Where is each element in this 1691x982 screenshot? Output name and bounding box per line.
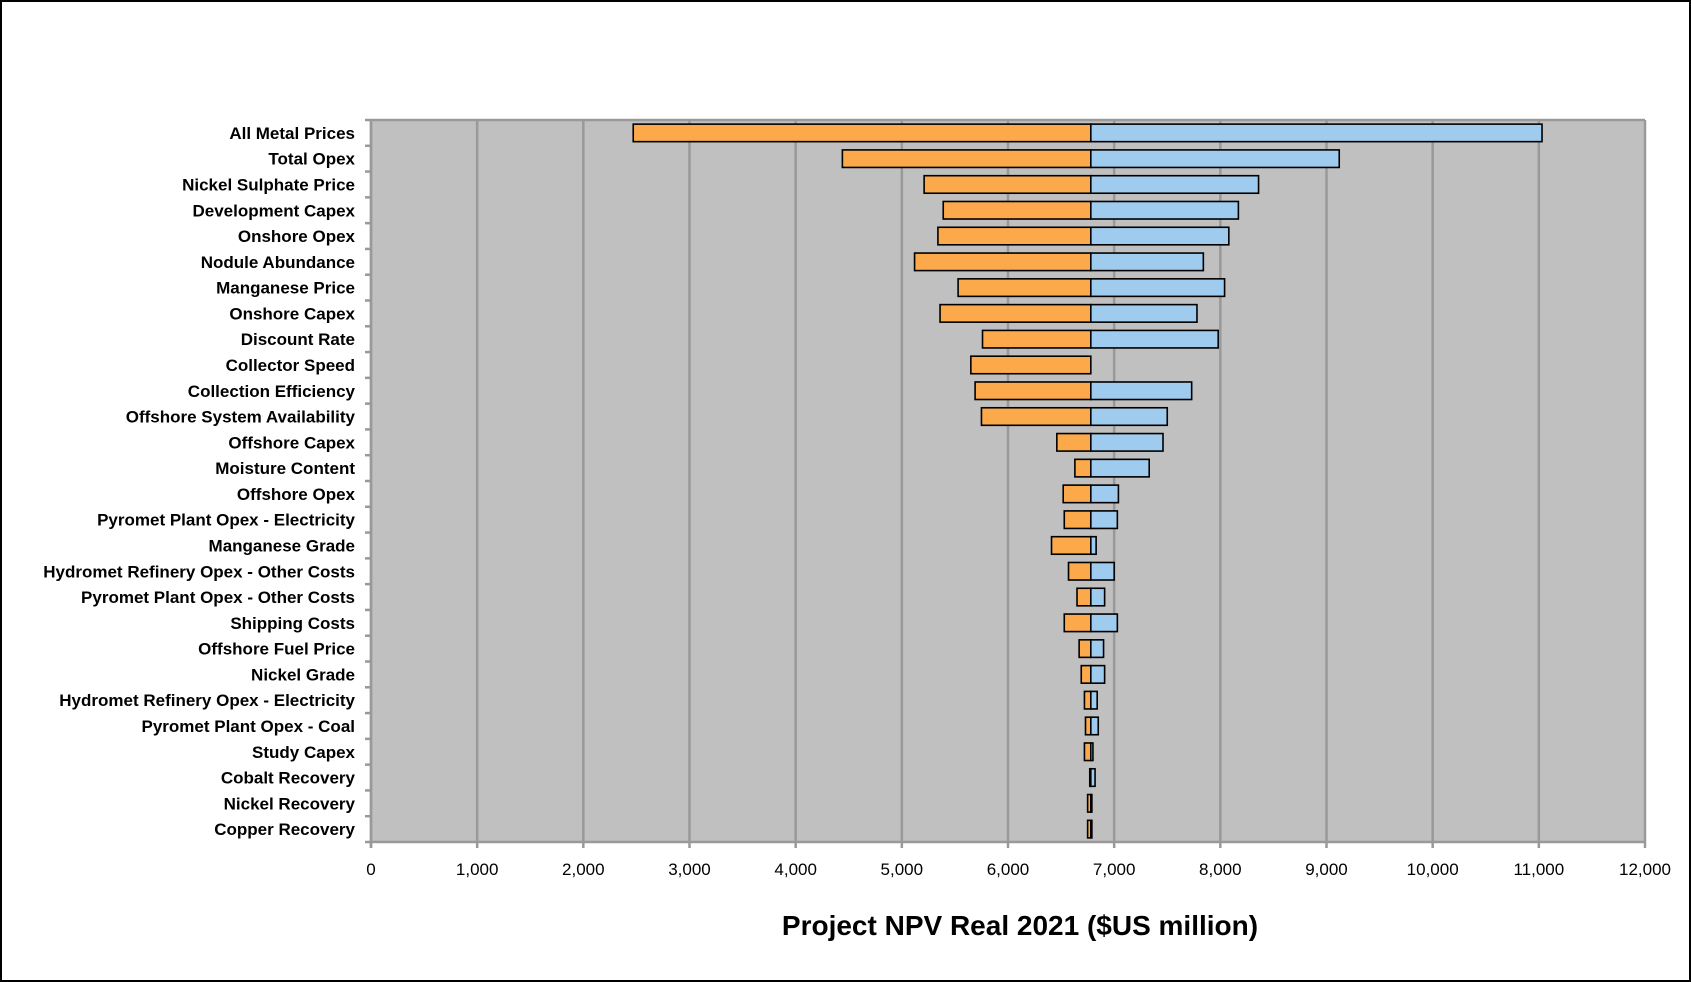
bar-low — [1063, 613, 1092, 633]
category-label: Collector Speed — [226, 356, 355, 375]
x-axis-title: Project NPV Real 2021 ($US million) — [782, 910, 1258, 941]
category-label: Shipping Costs — [230, 614, 355, 633]
bar-low — [632, 123, 1092, 143]
bar-high — [1090, 252, 1205, 272]
bar-high — [1090, 664, 1106, 684]
category-label: Hydromet Refinery Opex - Electricity — [59, 691, 355, 710]
category-label: Manganese Grade — [209, 536, 355, 555]
bar-high — [1090, 303, 1198, 323]
x-tick-label: 7,000 — [1093, 860, 1136, 879]
category-label: Collection Efficiency — [188, 382, 356, 401]
category-label: Pyromet Plant Opex - Electricity — [97, 511, 355, 530]
bar-high — [1090, 639, 1105, 659]
category-label: Copper Recovery — [214, 820, 355, 839]
x-tick-label: 0 — [366, 860, 375, 879]
x-tick-label: 4,000 — [774, 860, 817, 879]
bar-high — [1090, 432, 1164, 452]
x-tick-label: 2,000 — [562, 860, 605, 879]
category-label: Hydromet Refinery Opex - Other Costs — [43, 562, 355, 581]
x-tick-label: 8,000 — [1199, 860, 1242, 879]
x-tick-label: 3,000 — [668, 860, 711, 879]
bar-high — [1090, 200, 1240, 220]
x-tick-label: 6,000 — [987, 860, 1030, 879]
x-tick-label: 10,000 — [1407, 860, 1459, 879]
bar-low — [1050, 535, 1092, 556]
bar-high — [1090, 226, 1230, 246]
bar-low — [939, 303, 1092, 323]
x-tick-label: 1,000 — [456, 860, 499, 879]
bar-low — [974, 381, 1092, 401]
category-label: Pyromet Plant Opex - Coal — [142, 717, 356, 736]
bar-high — [1090, 484, 1120, 504]
bar-low — [957, 278, 1092, 298]
category-label: Offshore Opex — [237, 485, 356, 504]
bar-high — [1090, 123, 1543, 143]
bar-high — [1090, 174, 1260, 195]
bar-high — [1090, 716, 1100, 736]
bar-low — [1083, 690, 1092, 710]
bar-low — [1062, 484, 1092, 504]
bar-high — [1090, 381, 1193, 401]
bar-high — [1090, 793, 1093, 813]
x-tick-label: 5,000 — [881, 860, 924, 879]
bar-low — [1067, 561, 1092, 581]
category-label: Nickel Sulphate Price — [182, 175, 355, 194]
bar-high — [1090, 535, 1097, 556]
category-label: Nickel Grade — [251, 665, 355, 684]
bars — [632, 123, 1543, 839]
bar-high — [1090, 278, 1226, 298]
bar-low — [1078, 639, 1092, 659]
category-label: Manganese Price — [216, 279, 355, 298]
category-label: Development Capex — [193, 201, 356, 220]
y-axis: All Metal Prices Total Opex Nickel Sulphat… — [43, 118, 373, 848]
category-label: Cobalt Recovery — [221, 769, 356, 788]
category-label: Nodule Abundance — [201, 253, 355, 272]
category-label: Onshore Capex — [229, 304, 355, 323]
category-label: Total Opex — [268, 150, 355, 169]
category-label: Study Capex — [252, 743, 356, 762]
category-label: Pyromet Plant Opex - Other Costs — [81, 588, 355, 607]
bar-high — [1090, 406, 1169, 427]
bar-high — [1090, 510, 1119, 530]
bar-low — [1074, 458, 1092, 478]
category-label: All Metal Prices — [229, 124, 355, 143]
bar-low — [981, 329, 1092, 349]
bar-low — [1083, 742, 1092, 762]
category-label: Discount Rate — [241, 330, 355, 349]
bar-low — [1056, 432, 1092, 452]
category-label: Nickel Recovery — [224, 794, 356, 813]
x-tick-label: 11,000 — [1513, 860, 1564, 879]
bar-low — [1076, 587, 1092, 607]
bar-low — [937, 226, 1092, 246]
bar-low — [1063, 510, 1092, 530]
category-label: Offshore System Availability — [126, 408, 356, 427]
bar-high — [1090, 458, 1151, 478]
category-label: Offshore Capex — [228, 433, 355, 452]
bar-high — [1090, 742, 1094, 762]
bar-high — [1090, 329, 1220, 349]
bar-high — [1090, 587, 1106, 607]
x-axis: 0 1,000 2,000 3,000 4,000 5,000 6,000 7,000 8,00… — [366, 840, 1671, 879]
bar-low — [923, 174, 1092, 195]
x-tick-label: 9,000 — [1305, 860, 1348, 879]
bar-low — [1080, 664, 1092, 684]
category-label: Moisture Content — [215, 459, 355, 478]
bar-low — [970, 355, 1092, 375]
bar-high — [1090, 613, 1119, 633]
category-label: Onshore Opex — [238, 227, 356, 246]
bar-high — [1090, 561, 1115, 581]
x-tick-label: 12,000 — [1619, 860, 1671, 879]
bar-low — [841, 149, 1092, 169]
bar-low — [913, 252, 1092, 272]
bar-high — [1090, 767, 1096, 788]
category-label: Offshore Fuel Price — [198, 640, 355, 659]
bar-low — [980, 406, 1092, 427]
bar-high — [1090, 690, 1098, 710]
bar-high — [1090, 819, 1093, 839]
bar-high — [1090, 149, 1341, 169]
bar-low — [942, 200, 1092, 220]
